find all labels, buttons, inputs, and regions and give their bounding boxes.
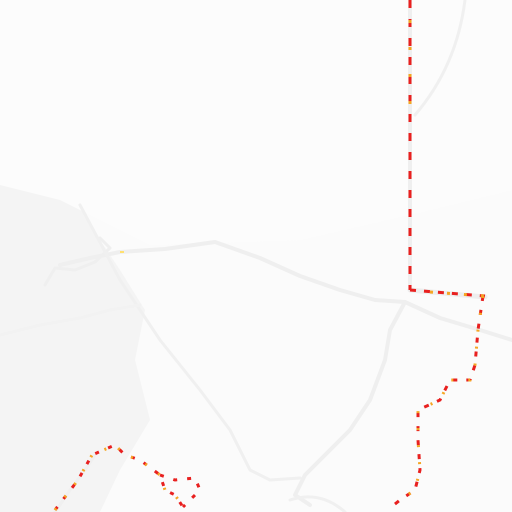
- road-west-loop: [43, 236, 112, 287]
- road-diagonal: [78, 203, 302, 482]
- road-minor-a: [413, 0, 467, 117]
- road-south-curve: [293, 300, 407, 507]
- traffic-layer: [53, 0, 486, 511]
- road-bottom-left: [53, 453, 97, 512]
- traffic-segment-southwest-route-moderate: [53, 443, 187, 511]
- land-area-west: [0, 185, 150, 512]
- road-bottom: [288, 495, 347, 512]
- road-southwest: [0, 303, 142, 337]
- land-area-north: [0, 0, 512, 245]
